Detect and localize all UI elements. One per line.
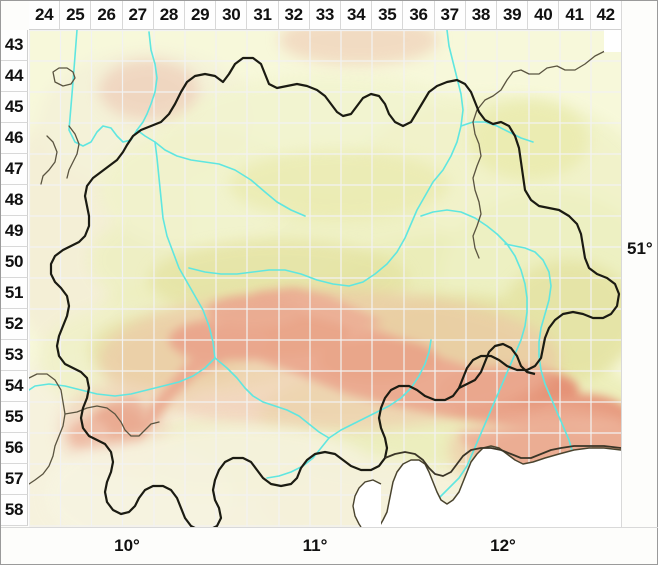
- grid-column-label-26: 26: [91, 1, 123, 30]
- grid-row-label-51: 51: [1, 278, 28, 309]
- nodata-area: [379, 446, 621, 527]
- grid-row-label-44: 44: [1, 61, 28, 92]
- grid-row-label-43: 43: [1, 30, 28, 61]
- nodata-notch: [353, 480, 381, 527]
- grid-row-label-56: 56: [1, 433, 28, 464]
- grid-row-label-48: 48: [1, 185, 28, 216]
- map-canvas[interactable]: [29, 30, 622, 528]
- grid-column-label-25: 25: [60, 1, 92, 30]
- grid-row-label-46: 46: [1, 123, 28, 154]
- grid-column-label-31: 31: [247, 1, 279, 30]
- grid-column-label-32: 32: [278, 1, 310, 30]
- grid-column-label-29: 29: [185, 1, 217, 30]
- grid-row-label-47: 47: [1, 154, 28, 185]
- grid-row-label-49: 49: [1, 216, 28, 247]
- nodata-notch-border: [352, 479, 382, 527]
- grid-row-label-55: 55: [1, 402, 28, 433]
- rivers-layer: [29, 30, 590, 511]
- state-boundary-ne-lobe: [458, 342, 536, 389]
- nodata-border: [378, 445, 621, 527]
- state-boundary-southeast: [384, 445, 621, 477]
- frame-divider-horizontal: [1, 527, 658, 528]
- grid-column-axis: 24 25 26 27 28 29 30 31 32 33 34 35 36 37 38 39 40 41 42: [29, 1, 622, 30]
- longitude-label-10deg: 10°: [114, 536, 140, 555]
- grid-column-label-28: 28: [153, 1, 185, 30]
- grid-row-label-50: 50: [1, 247, 28, 278]
- latitude-label-51: 51°: [627, 239, 653, 258]
- grid-column-label-33: 33: [309, 1, 341, 30]
- frame-divider-vertical: [621, 1, 622, 528]
- grid-column-label-41: 41: [559, 1, 591, 30]
- grid-column-label-34: 34: [341, 1, 373, 30]
- grid-column-label-35: 35: [372, 1, 404, 30]
- nodata-corner-ne: [604, 30, 621, 52]
- grid-column-label-27: 27: [122, 1, 154, 30]
- relief-layer: [29, 30, 621, 527]
- grid-column-label-39: 39: [497, 1, 529, 30]
- grid-row-axis: 43 44 45 46 47 48 49 50 51 52 53 54 55 56 57 58: [1, 30, 28, 526]
- grid-column-label-24: 24: [29, 1, 61, 30]
- neighbor-borders-layer: [29, 43, 621, 485]
- map-svg: [29, 30, 621, 527]
- grid-column-label-37: 37: [434, 1, 466, 30]
- longitude-label-12deg: 12°: [490, 536, 516, 555]
- grid-row-label-52: 52: [1, 309, 28, 340]
- grid-column-label-36: 36: [403, 1, 435, 30]
- longitude-axis: 10° 11° 12°: [29, 528, 658, 565]
- grid-column-label-38: 38: [465, 1, 497, 30]
- grid-column-label-42: 42: [590, 1, 622, 30]
- grid-row-label-45: 45: [1, 92, 28, 123]
- longitude-label-11deg: 11°: [302, 536, 328, 555]
- grid-row-label-53: 53: [1, 340, 28, 371]
- south-foreland: [44, 425, 454, 527]
- grid-row-label-58: 58: [1, 495, 28, 526]
- thuringia-state-boundary: [49, 56, 621, 527]
- grid-row-label-54: 54: [1, 371, 28, 402]
- grid-column-label-40: 40: [528, 1, 560, 30]
- grid-row-label-57: 57: [1, 464, 28, 495]
- grid-column-label-30: 30: [216, 1, 248, 30]
